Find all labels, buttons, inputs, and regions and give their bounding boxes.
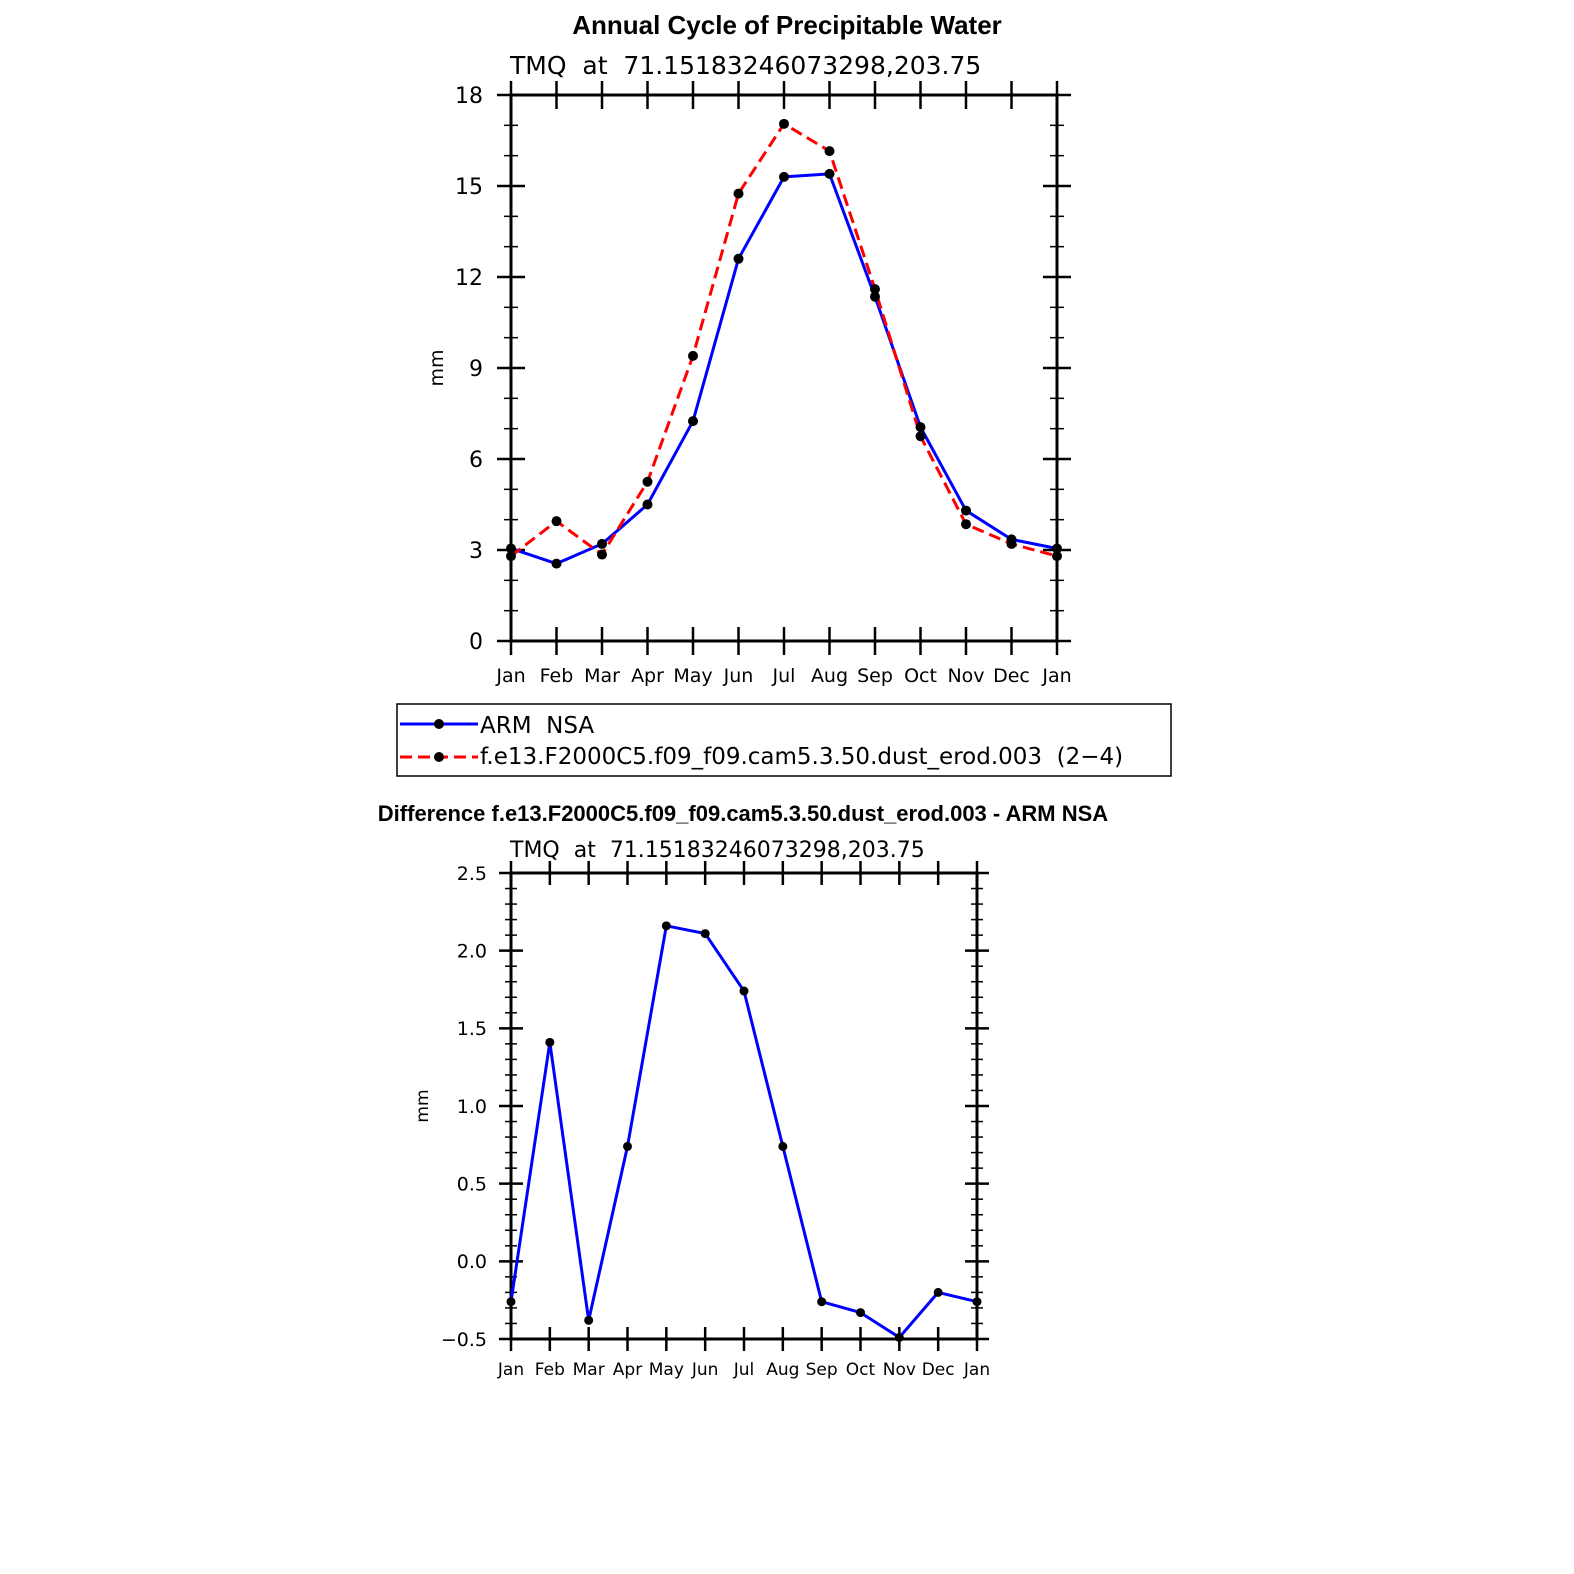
c1-ytick-label: 9	[469, 357, 483, 382]
c1-xtick-label: Jan	[495, 665, 525, 687]
c2-xtick-label: Sep	[806, 1360, 838, 1380]
c1-series-1-point	[551, 516, 562, 527]
c2-series-0-point	[739, 986, 749, 996]
c1-series-line-1	[510, 122, 1058, 558]
c2-series-0-point	[856, 1308, 865, 1318]
c1-ytick-label: 18	[455, 84, 483, 109]
c2-xtick-label: Dec	[922, 1360, 955, 1380]
c1-series-1-point	[1006, 538, 1017, 549]
c1-xtick-label: Mar	[584, 665, 620, 687]
c1-series-1-point	[870, 284, 880, 295]
c2-ytick-label: −0.5	[441, 1329, 487, 1351]
c2-series-0-point	[545, 1037, 555, 1047]
c2-xtick-label: Nov	[883, 1360, 916, 1380]
c1-series-1-point	[779, 118, 789, 129]
c1-xtick-label: Jan	[1041, 665, 1071, 687]
c1-xtick-label: Jul	[772, 665, 796, 687]
c2-ytick-label: 1.0	[457, 1096, 487, 1118]
c2-series-0-point	[623, 1141, 632, 1151]
c1-series-1-point	[915, 431, 926, 442]
c1-xtick-label: Oct	[904, 665, 937, 687]
chart2-title: Difference f.e13.F2000C5.f09_f09.cam5.3.…	[378, 801, 1109, 826]
c1-series-1-point	[642, 476, 653, 487]
c2-series-0-point	[972, 1297, 982, 1307]
difference-chart: Difference f.e13.F2000C5.f09_f09.cam5.3.…	[378, 801, 1109, 1380]
c1-series-0-point	[551, 558, 562, 569]
c1-series-line-0	[510, 172, 1058, 566]
chart2-subtitle: TMQ at 71.15183246073298,203.75	[509, 838, 925, 863]
chart2-ylabel: mm	[413, 1089, 433, 1122]
c1-xtick-label: Sep	[857, 665, 893, 687]
c2-xtick-label: Jul	[733, 1360, 755, 1380]
c1-series-0-point	[597, 538, 607, 549]
c2-xtick-label: Apr	[613, 1360, 642, 1380]
c1-series-1-point	[1052, 551, 1062, 562]
c1-series-0-point	[733, 253, 744, 264]
legend-marker-model	[434, 752, 444, 762]
c2-series-0-point	[584, 1315, 594, 1325]
c1-series-0-point	[824, 168, 835, 179]
c2-xtick-label: Feb	[535, 1360, 565, 1380]
c2-series-0-point	[778, 1141, 788, 1151]
c1-series-1-point	[597, 549, 607, 560]
chart1-legend: ARM NSA f.e13.F2000C5.f09_f09.cam5.3.50.…	[396, 703, 1172, 777]
annual-cycle-chart: Annual Cycle of Precipitable Water TMQ a…	[396, 10, 1172, 777]
chart1-ylabel: mm	[426, 349, 448, 386]
legend-label-model: f.e13.F2000C5.f09_f09.cam5.3.50.dust_ero…	[480, 744, 1123, 770]
chart2-axes: Jan Feb Mar Apr May Jun Jul Aug Sep Oct Nov Dec Jan−…	[441, 861, 990, 1380]
c2-ytick-label: 2.5	[457, 863, 487, 885]
c2-series-0-point	[700, 929, 710, 939]
c1-series-0-point	[779, 171, 789, 182]
c1-series-0-point	[506, 543, 516, 554]
c1-xtick-label: Dec	[993, 665, 1030, 687]
c1-series-0-point	[1052, 543, 1062, 554]
chart1-axes: Jan Feb Mar Apr May Jun Jul Aug Sep Oct Nov Dec Jan 0…	[455, 81, 1072, 687]
c2-xtick-label: Mar	[573, 1360, 605, 1380]
c2-ytick-label: 0.0	[457, 1251, 487, 1273]
c1-ytick-label: 3	[469, 539, 483, 564]
legend-box	[396, 703, 1172, 777]
c1-series-1-point	[688, 350, 698, 361]
c1-series-1-point	[824, 146, 835, 157]
legend-label-arm-nsa: ARM NSA	[480, 713, 594, 739]
c2-xtick-label: Jan	[497, 1360, 524, 1380]
c1-xtick-label: Feb	[540, 665, 574, 687]
c2-series-0-point	[894, 1332, 904, 1342]
c2-xtick-label: Jun	[691, 1360, 719, 1380]
c1-xtick-label: Apr	[631, 665, 664, 687]
c1-series-0-point	[870, 291, 880, 302]
chart1-title: Annual Cycle of Precipitable Water	[572, 10, 1002, 40]
c1-series-1-point	[961, 519, 971, 530]
c1-ytick-label: 15	[455, 175, 483, 200]
c2-series-0-point	[817, 1297, 827, 1307]
c2-xtick-label: Aug	[766, 1360, 799, 1380]
c1-xtick-label: Jun	[723, 665, 754, 687]
c2-series-0-point	[933, 1287, 943, 1297]
chart1-series	[506, 118, 1062, 569]
c1-series-0-point	[688, 416, 698, 427]
chart1-subtitle: TMQ at 71.15183246073298,203.75	[509, 51, 981, 80]
c2-series-0-point	[506, 1297, 516, 1307]
c2-series-0-point	[661, 921, 671, 931]
c1-series-0-point	[915, 422, 926, 433]
c2-xtick-label: Oct	[846, 1360, 876, 1380]
c2-xtick-label: Jan	[963, 1360, 990, 1380]
c1-xtick-label: May	[673, 665, 712, 687]
c1-series-0-point	[961, 505, 971, 516]
c1-ytick-label: 6	[469, 448, 483, 473]
c2-xtick-label: May	[649, 1360, 684, 1380]
c1-series-1-point	[733, 188, 744, 199]
legend-marker-arm-nsa	[434, 719, 444, 729]
c1-series-0-point	[642, 499, 653, 510]
chart2-series	[506, 921, 982, 1342]
c2-ytick-label: 1.5	[457, 1018, 487, 1040]
c2-ytick-label: 0.5	[457, 1174, 487, 1196]
c2-ytick-label: 2.0	[457, 941, 487, 963]
c1-xtick-label: Nov	[947, 665, 984, 687]
c1-ytick-label: 12	[455, 266, 483, 291]
c1-xtick-label: Aug	[811, 665, 848, 687]
c1-series-1-point	[506, 551, 516, 562]
c1-ytick-label: 0	[469, 630, 483, 655]
